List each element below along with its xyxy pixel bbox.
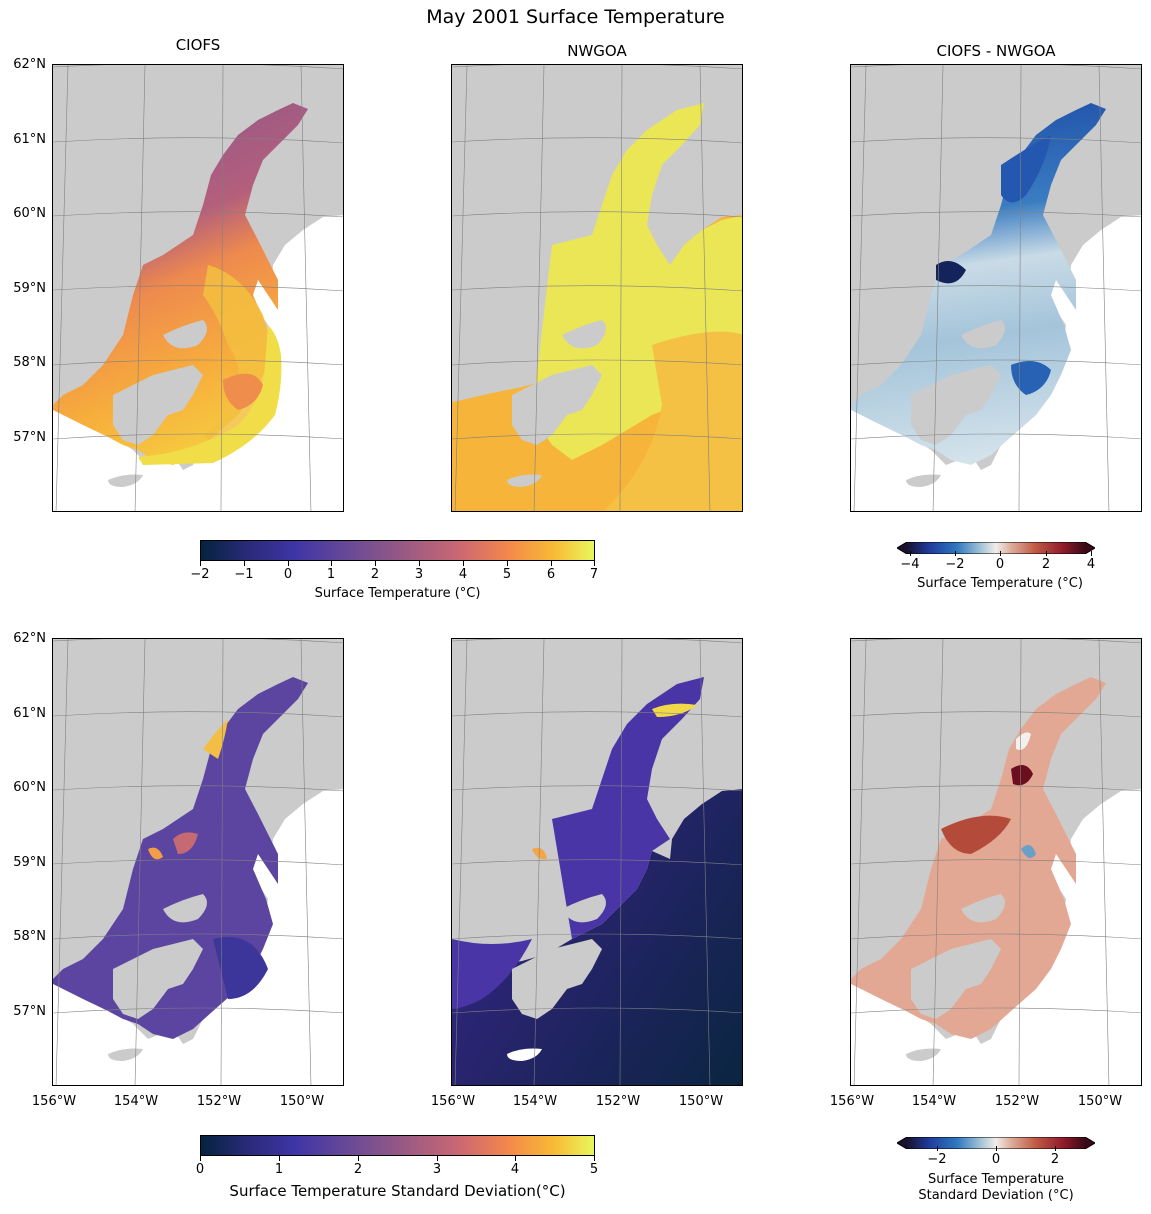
cbar-std-tick: 2: [353, 1162, 363, 1177]
cbar-std-diff-tick: 0: [991, 1152, 1001, 1167]
cbar-diff-tick: 2: [1041, 557, 1051, 572]
lat-label-59: 59°N: [13, 281, 46, 296]
colorbar-std-difference-label-2: Standard Deviation (°C): [918, 1188, 1074, 1203]
cbar-diff-tick: −2: [945, 557, 965, 572]
colorbar-std-difference-label-1: Surface Temperature: [927, 1172, 1064, 1187]
lon-label-156: 156°W: [829, 1094, 875, 1109]
lon-label-156: 156°W: [31, 1094, 77, 1109]
map-temperature-difference: [850, 64, 1142, 512]
colorbar-temperature-difference: [896, 539, 1096, 555]
lat-label-60: 60°N: [13, 206, 46, 221]
cbar-std-tick: 4: [510, 1162, 520, 1177]
colorbar-temperature-label: Surface Temperature (°C): [314, 586, 481, 601]
cbar-temp-tick: 6: [546, 567, 556, 582]
cbar-temp-tick: 5: [502, 567, 512, 582]
cbar-temp-tick: 4: [458, 567, 468, 582]
lat-label-57: 57°N: [13, 430, 46, 445]
cbar-diff-tick: 4: [1086, 557, 1096, 572]
lon-label-150: 150°W: [678, 1094, 724, 1109]
colorbar-std: [200, 1135, 595, 1156]
lat-label-57-row2: 57°N: [13, 1004, 46, 1019]
map-ciofs-temperature: [52, 64, 344, 512]
lon-label-152: 152°W: [994, 1094, 1040, 1109]
cbar-temp-tick: 0: [283, 567, 293, 582]
lon-label-150: 150°W: [1077, 1094, 1123, 1109]
lon-label-152: 152°W: [595, 1094, 641, 1109]
cbar-temp-tick: −2: [190, 567, 210, 582]
cbar-temp-tick: 1: [326, 567, 336, 582]
colorbar-temperature-difference-label: Surface Temperature (°C): [917, 576, 1083, 591]
lat-label-60-row2: 60°N: [13, 780, 46, 795]
cbar-temp-tick: 7: [589, 567, 599, 582]
panel-title-nwgoa: NWGOA: [567, 42, 627, 60]
lon-label-154: 154°W: [512, 1094, 558, 1109]
lat-label-62: 62°N: [13, 57, 46, 72]
map-nwgoa-temperature: [451, 64, 743, 512]
map-ciofs-std: [52, 638, 344, 1086]
cbar-std-tick: 1: [274, 1162, 284, 1177]
lon-label-154: 154°W: [911, 1094, 957, 1109]
colorbar-std-difference: [896, 1134, 1096, 1150]
cbar-diff-tick: 0: [995, 557, 1005, 572]
cbar-std-diff-tick: −2: [927, 1152, 947, 1167]
lat-label-62-row2: 62°N: [13, 631, 46, 646]
lon-label-152: 152°W: [196, 1094, 242, 1109]
map-nwgoa-std: [451, 638, 743, 1086]
cbar-temp-tick: 3: [414, 567, 424, 582]
cbar-std-diff-tick: 2: [1050, 1152, 1060, 1167]
lon-label-150: 150°W: [279, 1094, 325, 1109]
colorbar-std-label: Surface Temperature Standard Deviation(°…: [229, 1182, 566, 1200]
cbar-std-tick: 3: [432, 1162, 442, 1177]
lat-label-58: 58°N: [13, 355, 46, 370]
cbar-std-tick: 5: [589, 1162, 599, 1177]
cbar-temp-tick: 2: [370, 567, 380, 582]
figure-title: May 2001 Surface Temperature: [426, 6, 725, 28]
lat-label-58-row2: 58°N: [13, 929, 46, 944]
panel-title-difference: CIOFS - NWGOA: [936, 42, 1056, 60]
lat-label-61: 61°N: [13, 132, 46, 147]
lon-label-156: 156°W: [430, 1094, 476, 1109]
lat-label-59-row2: 59°N: [13, 855, 46, 870]
lat-label-61-row2: 61°N: [13, 706, 46, 721]
lon-label-154: 154°W: [113, 1094, 159, 1109]
colorbar-temperature: [200, 540, 595, 561]
panel-title-ciofs: CIOFS: [175, 36, 221, 54]
cbar-std-tick: 0: [195, 1162, 205, 1177]
cbar-diff-tick: −4: [900, 557, 920, 572]
map-std-difference: [850, 638, 1142, 1086]
cbar-temp-tick: −1: [234, 567, 254, 582]
